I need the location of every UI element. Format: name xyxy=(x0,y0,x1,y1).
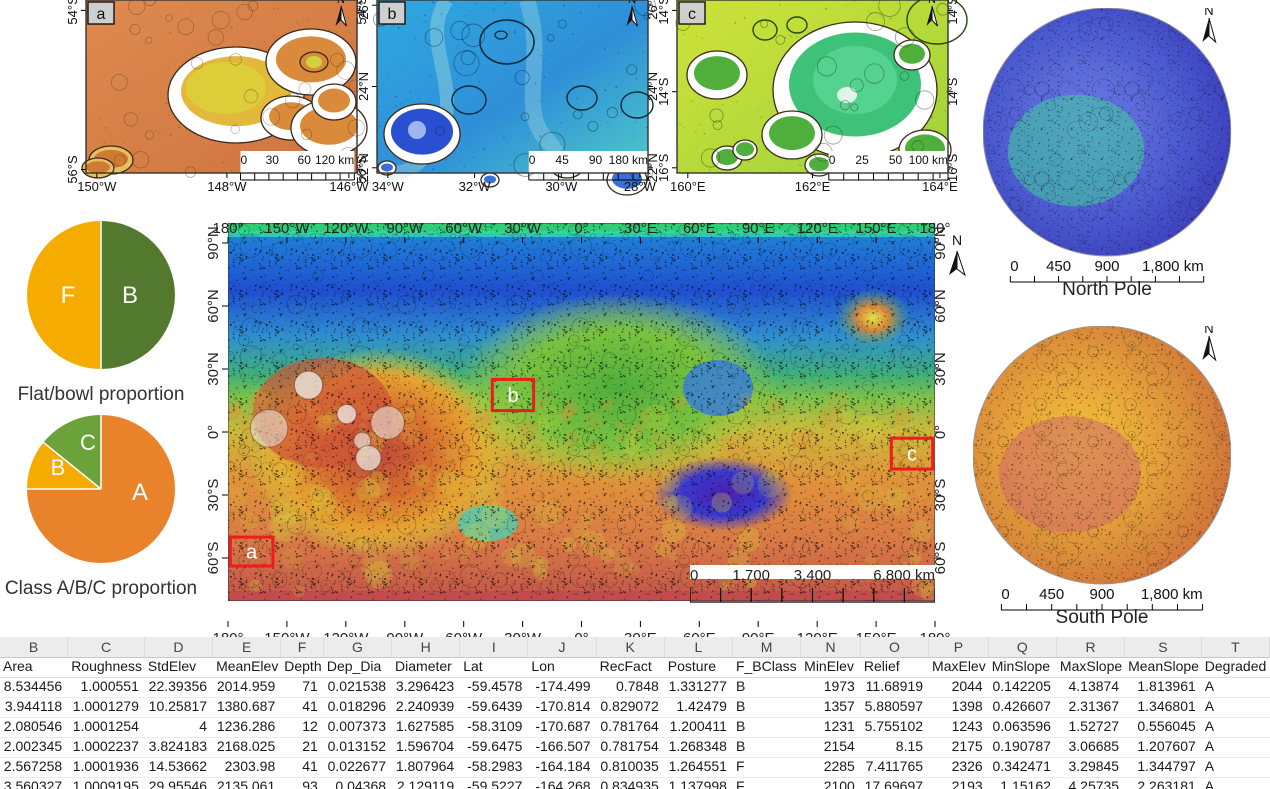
svg-text:3,400: 3,400 xyxy=(794,567,832,584)
svg-text:6,800 km: 6,800 km xyxy=(873,567,935,584)
svg-text:Flat/bowl proportion: Flat/bowl proportion xyxy=(18,384,185,405)
svg-text:60°N: 60°N xyxy=(932,289,949,323)
svg-text:60°E: 60°E xyxy=(683,220,716,237)
svg-text:0°: 0° xyxy=(932,425,949,439)
svg-text:150°W: 150°W xyxy=(264,220,310,237)
svg-text:60°S: 60°S xyxy=(205,542,222,575)
svg-text:30°E: 30°E xyxy=(624,220,657,237)
svg-text:90°W: 90°W xyxy=(386,220,424,237)
svg-text:30°N: 30°N xyxy=(205,352,222,386)
svg-text:90°N: 90°N xyxy=(932,226,949,260)
svg-text:30°W: 30°W xyxy=(504,220,542,237)
svg-text:N: N xyxy=(952,232,962,248)
svg-text:30°N: 30°N xyxy=(932,352,949,386)
svg-text:60°N: 60°N xyxy=(205,289,222,323)
svg-text:0°: 0° xyxy=(574,220,588,237)
svg-text:a: a xyxy=(246,542,258,564)
svg-text:30°S: 30°S xyxy=(205,479,222,512)
svg-text:1,700: 1,700 xyxy=(732,567,770,584)
svg-text:150°E: 150°E xyxy=(856,220,897,237)
svg-text:30°S: 30°S xyxy=(932,479,949,512)
svg-text:c: c xyxy=(907,444,917,466)
svg-text:120°E: 120°E xyxy=(797,220,838,237)
svg-text:90°E: 90°E xyxy=(742,220,775,237)
svg-text:0: 0 xyxy=(690,567,698,584)
svg-text:60°W: 60°W xyxy=(445,220,483,237)
svg-text:0°: 0° xyxy=(205,425,222,439)
svg-text:A: A xyxy=(132,479,148,506)
svg-text:90°N: 90°N xyxy=(205,226,222,260)
svg-text:Class A/B/C proportion: Class A/B/C proportion xyxy=(5,578,197,599)
svg-text:F: F xyxy=(61,282,76,309)
svg-text:B: B xyxy=(122,282,138,309)
svg-text:b: b xyxy=(507,385,518,407)
svg-text:C: C xyxy=(80,430,96,455)
svg-text:B: B xyxy=(51,455,66,480)
svg-text:120°W: 120°W xyxy=(323,220,369,237)
